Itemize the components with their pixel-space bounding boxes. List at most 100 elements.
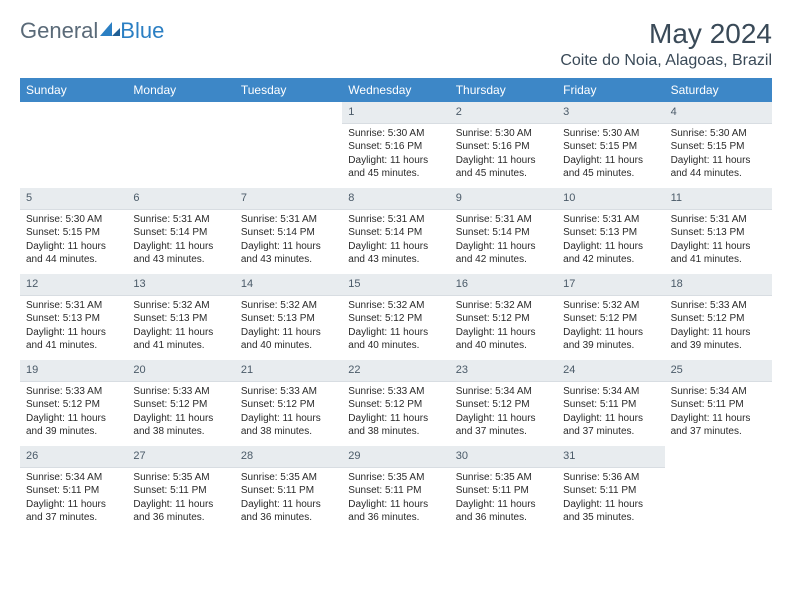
daylight-text: Daylight: 11 hours and 42 minutes.	[456, 240, 551, 267]
day-number: 29	[342, 446, 449, 468]
daylight-text: Daylight: 11 hours and 40 minutes.	[348, 326, 443, 353]
calendar-cell	[665, 446, 772, 532]
daylight-text: Daylight: 11 hours and 39 minutes.	[563, 326, 658, 353]
day-number: 17	[557, 274, 664, 296]
calendar-cell: 19Sunrise: 5:33 AMSunset: 5:12 PMDayligh…	[20, 360, 127, 446]
sunset-text: Sunset: 5:11 PM	[456, 484, 551, 498]
daylight-text: Daylight: 11 hours and 36 minutes.	[348, 498, 443, 525]
day-header-thursday: Thursday	[450, 78, 557, 102]
day-number: 28	[235, 446, 342, 468]
sunset-text: Sunset: 5:12 PM	[241, 398, 336, 412]
daylight-text: Daylight: 11 hours and 40 minutes.	[241, 326, 336, 353]
sunrise-text: Sunrise: 5:31 AM	[348, 213, 443, 227]
cell-body: Sunrise: 5:32 AMSunset: 5:13 PMDaylight:…	[235, 296, 342, 359]
cell-body: Sunrise: 5:34 AMSunset: 5:11 PMDaylight:…	[557, 382, 664, 445]
brand-triangle-icon	[100, 22, 120, 36]
week-row: 26Sunrise: 5:34 AMSunset: 5:11 PMDayligh…	[20, 446, 772, 532]
calendar-cell: 27Sunrise: 5:35 AMSunset: 5:11 PMDayligh…	[127, 446, 234, 532]
sunset-text: Sunset: 5:13 PM	[133, 312, 228, 326]
calendar-cell: 21Sunrise: 5:33 AMSunset: 5:12 PMDayligh…	[235, 360, 342, 446]
daylight-text: Daylight: 11 hours and 45 minutes.	[348, 154, 443, 181]
calendar-cell: 30Sunrise: 5:35 AMSunset: 5:11 PMDayligh…	[450, 446, 557, 532]
cell-body: Sunrise: 5:34 AMSunset: 5:11 PMDaylight:…	[20, 468, 127, 531]
sunrise-text: Sunrise: 5:32 AM	[241, 299, 336, 313]
sunset-text: Sunset: 5:12 PM	[456, 398, 551, 412]
daylight-text: Daylight: 11 hours and 40 minutes.	[456, 326, 551, 353]
daylight-text: Daylight: 11 hours and 35 minutes.	[563, 498, 658, 525]
calendar-cell: 5Sunrise: 5:30 AMSunset: 5:15 PMDaylight…	[20, 188, 127, 274]
sunset-text: Sunset: 5:11 PM	[26, 484, 121, 498]
daylight-text: Daylight: 11 hours and 36 minutes.	[241, 498, 336, 525]
cell-body: Sunrise: 5:31 AMSunset: 5:14 PMDaylight:…	[342, 210, 449, 273]
sunset-text: Sunset: 5:15 PM	[563, 140, 658, 154]
day-number: 18	[665, 274, 772, 296]
day-number: 9	[450, 188, 557, 210]
sunrise-text: Sunrise: 5:35 AM	[348, 471, 443, 485]
day-number: 24	[557, 360, 664, 382]
cell-body: Sunrise: 5:30 AMSunset: 5:15 PMDaylight:…	[665, 124, 772, 187]
calendar-cell	[20, 102, 127, 188]
cell-body: Sunrise: 5:31 AMSunset: 5:14 PMDaylight:…	[235, 210, 342, 273]
cell-body: Sunrise: 5:33 AMSunset: 5:12 PMDaylight:…	[127, 382, 234, 445]
day-number: 31	[557, 446, 664, 468]
day-number: 23	[450, 360, 557, 382]
calendar-cell: 6Sunrise: 5:31 AMSunset: 5:14 PMDaylight…	[127, 188, 234, 274]
cell-body: Sunrise: 5:30 AMSunset: 5:16 PMDaylight:…	[450, 124, 557, 187]
calendar-cell: 7Sunrise: 5:31 AMSunset: 5:14 PMDaylight…	[235, 188, 342, 274]
calendar-cell: 12Sunrise: 5:31 AMSunset: 5:13 PMDayligh…	[20, 274, 127, 360]
daylight-text: Daylight: 11 hours and 38 minutes.	[348, 412, 443, 439]
day-number: 7	[235, 188, 342, 210]
sunrise-text: Sunrise: 5:31 AM	[563, 213, 658, 227]
sunset-text: Sunset: 5:11 PM	[133, 484, 228, 498]
sunrise-text: Sunrise: 5:30 AM	[348, 127, 443, 141]
calendar: Sunday Monday Tuesday Wednesday Thursday…	[20, 78, 772, 532]
sunrise-text: Sunrise: 5:32 AM	[563, 299, 658, 313]
calendar-cell: 18Sunrise: 5:33 AMSunset: 5:12 PMDayligh…	[665, 274, 772, 360]
sunrise-text: Sunrise: 5:33 AM	[348, 385, 443, 399]
calendar-cell: 9Sunrise: 5:31 AMSunset: 5:14 PMDaylight…	[450, 188, 557, 274]
cell-body: Sunrise: 5:32 AMSunset: 5:12 PMDaylight:…	[342, 296, 449, 359]
sunset-text: Sunset: 5:12 PM	[671, 312, 766, 326]
sunset-text: Sunset: 5:13 PM	[671, 226, 766, 240]
day-number: 30	[450, 446, 557, 468]
calendar-cell: 11Sunrise: 5:31 AMSunset: 5:13 PMDayligh…	[665, 188, 772, 274]
day-number: 20	[127, 360, 234, 382]
week-row: 19Sunrise: 5:33 AMSunset: 5:12 PMDayligh…	[20, 360, 772, 446]
daylight-text: Daylight: 11 hours and 39 minutes.	[26, 412, 121, 439]
day-number: 22	[342, 360, 449, 382]
day-number: 3	[557, 102, 664, 124]
calendar-cell: 13Sunrise: 5:32 AMSunset: 5:13 PMDayligh…	[127, 274, 234, 360]
cell-body: Sunrise: 5:33 AMSunset: 5:12 PMDaylight:…	[20, 382, 127, 445]
sunrise-text: Sunrise: 5:32 AM	[456, 299, 551, 313]
daylight-text: Daylight: 11 hours and 42 minutes.	[563, 240, 658, 267]
calendar-cell: 24Sunrise: 5:34 AMSunset: 5:11 PMDayligh…	[557, 360, 664, 446]
sunset-text: Sunset: 5:15 PM	[671, 140, 766, 154]
sunset-text: Sunset: 5:13 PM	[241, 312, 336, 326]
sunset-text: Sunset: 5:12 PM	[26, 398, 121, 412]
day-number: 11	[665, 188, 772, 210]
day-header-friday: Friday	[557, 78, 664, 102]
calendar-cell: 25Sunrise: 5:34 AMSunset: 5:11 PMDayligh…	[665, 360, 772, 446]
day-number: 21	[235, 360, 342, 382]
daylight-text: Daylight: 11 hours and 45 minutes.	[456, 154, 551, 181]
calendar-cell: 14Sunrise: 5:32 AMSunset: 5:13 PMDayligh…	[235, 274, 342, 360]
daylight-text: Daylight: 11 hours and 43 minutes.	[133, 240, 228, 267]
sunrise-text: Sunrise: 5:31 AM	[133, 213, 228, 227]
day-header-saturday: Saturday	[665, 78, 772, 102]
day-number: 25	[665, 360, 772, 382]
sunrise-text: Sunrise: 5:34 AM	[456, 385, 551, 399]
sunset-text: Sunset: 5:12 PM	[133, 398, 228, 412]
sunrise-text: Sunrise: 5:35 AM	[133, 471, 228, 485]
cell-body: Sunrise: 5:35 AMSunset: 5:11 PMDaylight:…	[235, 468, 342, 531]
cell-body: Sunrise: 5:36 AMSunset: 5:11 PMDaylight:…	[557, 468, 664, 531]
weeks-container: 1Sunrise: 5:30 AMSunset: 5:16 PMDaylight…	[20, 102, 772, 532]
calendar-cell: 17Sunrise: 5:32 AMSunset: 5:12 PMDayligh…	[557, 274, 664, 360]
cell-body: Sunrise: 5:32 AMSunset: 5:12 PMDaylight:…	[450, 296, 557, 359]
calendar-cell: 28Sunrise: 5:35 AMSunset: 5:11 PMDayligh…	[235, 446, 342, 532]
daylight-text: Daylight: 11 hours and 44 minutes.	[671, 154, 766, 181]
sunrise-text: Sunrise: 5:34 AM	[671, 385, 766, 399]
calendar-cell: 23Sunrise: 5:34 AMSunset: 5:12 PMDayligh…	[450, 360, 557, 446]
day-number: 26	[20, 446, 127, 468]
sunrise-text: Sunrise: 5:31 AM	[671, 213, 766, 227]
sunset-text: Sunset: 5:14 PM	[456, 226, 551, 240]
